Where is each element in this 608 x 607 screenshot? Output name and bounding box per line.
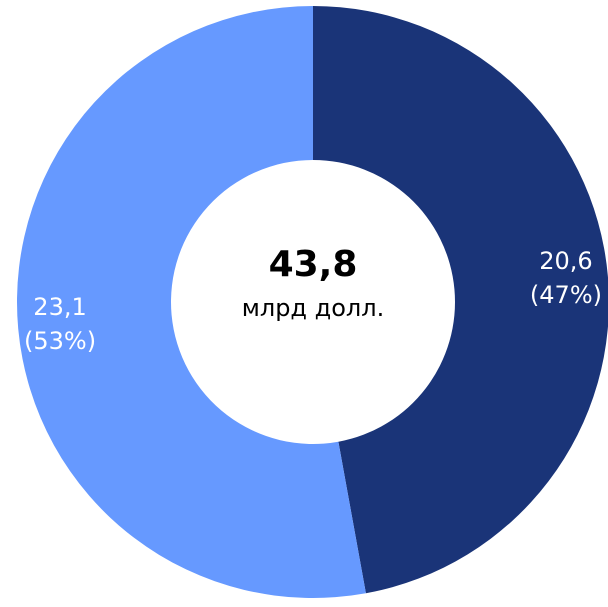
center-unit: млрд долл. — [242, 294, 385, 322]
percent-label: (53%) — [24, 327, 96, 355]
value-label: 23,1 — [33, 293, 86, 321]
percent-label: (47%) — [530, 281, 602, 309]
center-value: 43,8 — [269, 244, 358, 285]
donut-segment — [313, 6, 608, 594]
value-label: 20,6 — [539, 247, 592, 275]
donut-segment — [17, 6, 366, 598]
